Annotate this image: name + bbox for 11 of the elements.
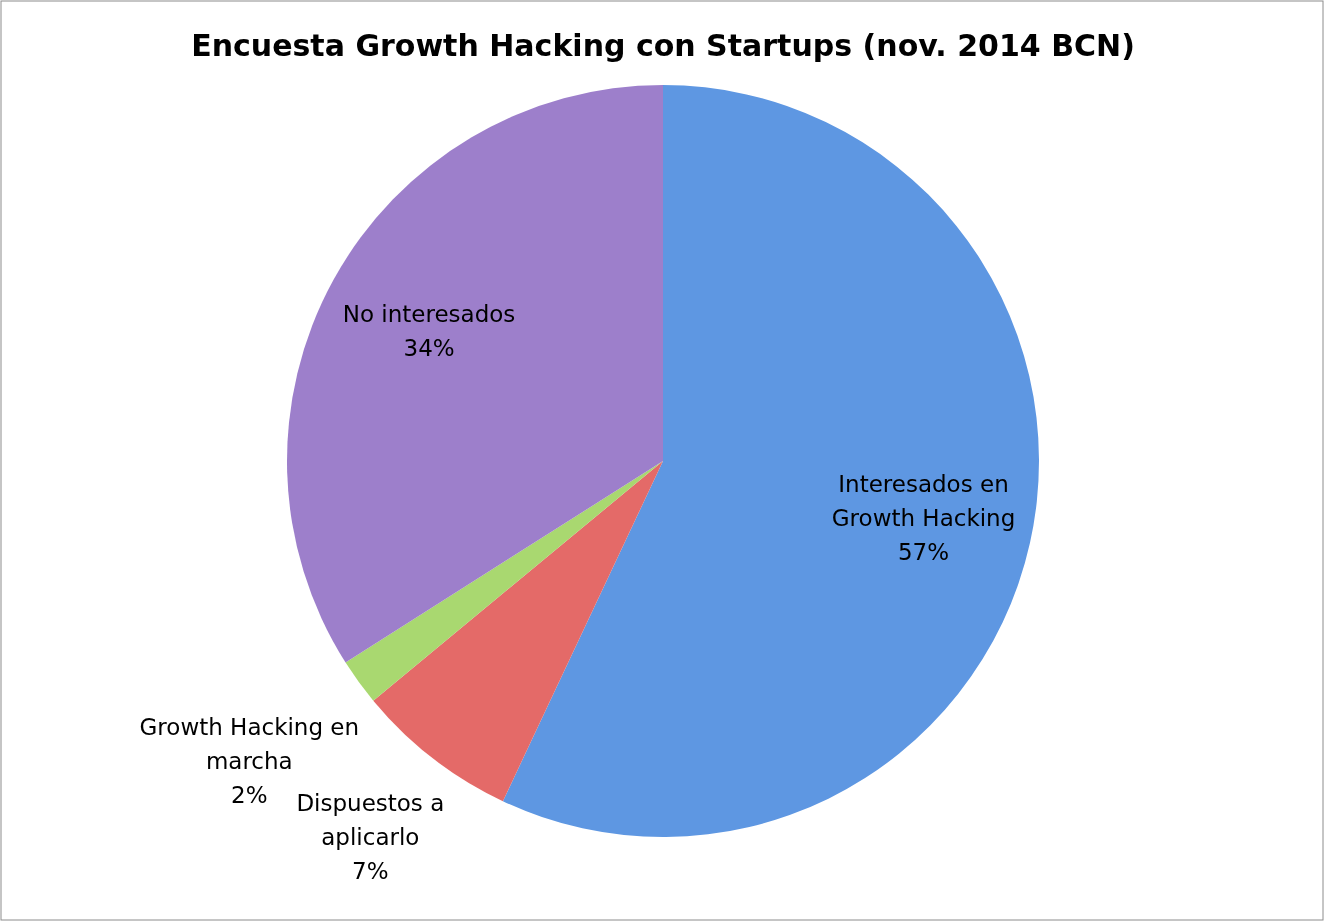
slice-label: No interesados [342, 300, 516, 327]
pie-slice [345, 461, 663, 701]
data-label: 57% [897, 538, 950, 565]
slice-label: Dispuestos a aplicarlo [296, 789, 445, 850]
slice-label: Growth Hacking en marcha [139, 713, 360, 774]
data-label: 7% [352, 857, 389, 884]
chart-title: Encuesta Growth Hacking con Startups (nov. 2014 BCN) [191, 27, 1135, 63]
data-label: 2% [231, 781, 268, 808]
pie-slice [287, 85, 663, 663]
slice-label: Interesados en Growth Hacking [831, 470, 1016, 531]
data-label: 34% [403, 334, 455, 361]
